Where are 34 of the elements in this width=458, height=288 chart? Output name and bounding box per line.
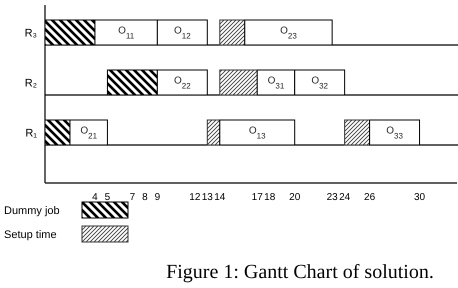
bar bbox=[206, 120, 220, 146]
x-tick-label: 18 bbox=[264, 192, 276, 204]
x-tick-label: 17 bbox=[252, 192, 264, 204]
x-tick-label: 23 bbox=[326, 192, 338, 204]
x-tick-label: 4 bbox=[92, 192, 98, 204]
x-tick-label: 7 bbox=[130, 192, 136, 204]
bar bbox=[219, 20, 246, 46]
series-label: O$_{31}$ bbox=[268, 76, 285, 90]
series-label: O$_{21}$ bbox=[80, 126, 98, 140]
bar bbox=[344, 120, 370, 146]
x-tick-label: 12 bbox=[189, 192, 201, 204]
legend-label: Dummy job bbox=[4, 205, 60, 217]
y-tick-label: R₂ bbox=[24, 78, 37, 90]
y-tick-label: R₃ bbox=[24, 28, 37, 40]
series-label: O$_{32}$ bbox=[311, 76, 329, 90]
series-label: O$_{23}$ bbox=[280, 26, 298, 40]
series-label: O$_{13}$ bbox=[248, 126, 266, 140]
series-label: O$_{22}$ bbox=[174, 76, 192, 90]
legend-label: Setup time bbox=[4, 229, 57, 241]
x-tick-label: 8 bbox=[142, 192, 148, 204]
x-tick-label: 5 bbox=[104, 192, 111, 204]
x-tick-label: 30 bbox=[414, 192, 426, 204]
x-tick-label: 24 bbox=[339, 192, 351, 204]
x-tick-label: 13 bbox=[202, 192, 214, 204]
y-tick-label: R₁ bbox=[25, 128, 38, 140]
text: Figure 1: Gantt Chart of solution. bbox=[166, 261, 434, 283]
series-label: O$_{11}$ bbox=[118, 26, 135, 40]
series-label: O$_{33}$ bbox=[386, 126, 404, 140]
x-tick-label: 20 bbox=[289, 192, 301, 204]
series-label: O$_{12}$ bbox=[174, 26, 192, 40]
x-tick-label: 26 bbox=[364, 192, 376, 204]
x-tick-label: 14 bbox=[214, 192, 226, 204]
x-tick-label: 9 bbox=[154, 192, 161, 204]
bar bbox=[219, 70, 258, 96]
